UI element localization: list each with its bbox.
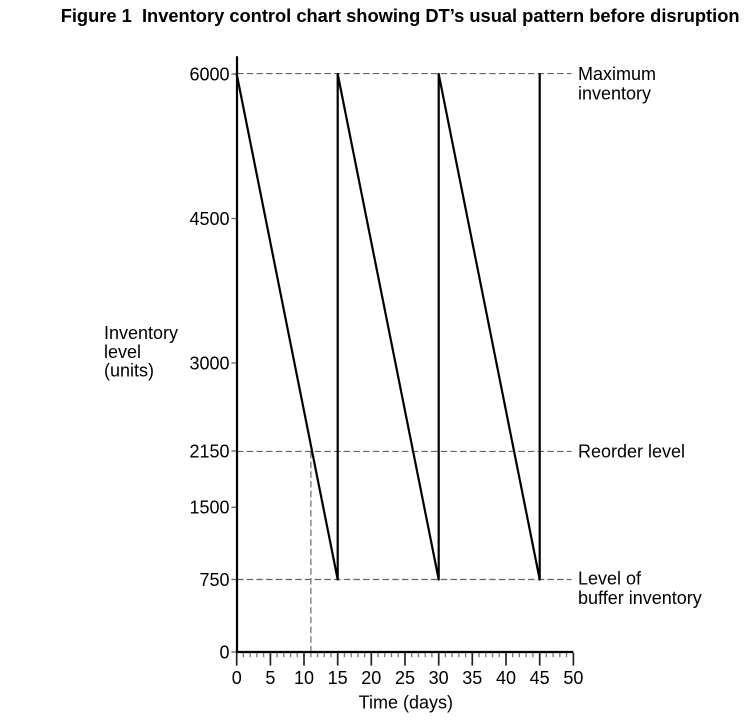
svg-text:25: 25: [395, 668, 415, 688]
svg-text:0: 0: [232, 668, 242, 688]
svg-text:level: level: [104, 342, 141, 362]
svg-text:inventory: inventory: [578, 84, 651, 104]
svg-text:Inventory: Inventory: [104, 323, 178, 343]
svg-text:3000: 3000: [189, 353, 229, 373]
svg-text:5: 5: [265, 668, 275, 688]
svg-text:10: 10: [294, 668, 314, 688]
svg-text:750: 750: [199, 570, 229, 590]
svg-text:1500: 1500: [189, 498, 229, 518]
svg-text:4500: 4500: [189, 209, 229, 229]
svg-text:Time (days): Time (days): [359, 693, 453, 713]
svg-text:30: 30: [429, 668, 449, 688]
svg-text:2150: 2150: [189, 441, 229, 461]
svg-text:Figure 1 Inventory control ch: Figure 1 Inventory control chart showing…: [61, 5, 740, 26]
svg-text:35: 35: [462, 668, 482, 688]
svg-text:6000: 6000: [189, 64, 229, 84]
svg-text:20: 20: [361, 668, 381, 688]
svg-text:15: 15: [328, 668, 348, 688]
svg-text:Reorder level: Reorder level: [578, 441, 685, 461]
svg-text:40: 40: [496, 668, 516, 688]
svg-text:Maximum: Maximum: [578, 64, 656, 84]
svg-text:0: 0: [219, 642, 229, 662]
svg-text:buffer inventory: buffer inventory: [578, 588, 702, 608]
svg-text:Level of: Level of: [578, 569, 642, 589]
svg-text:(units): (units): [104, 361, 154, 381]
svg-text:45: 45: [530, 668, 550, 688]
svg-text:50: 50: [563, 668, 583, 688]
